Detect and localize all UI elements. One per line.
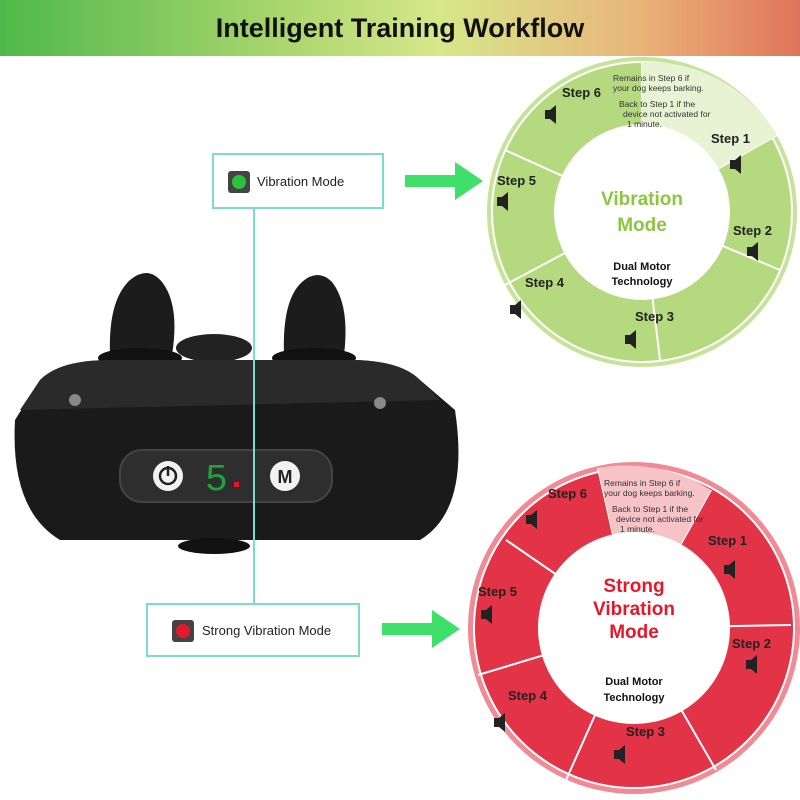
vibration-mode-indicator: Vibration Mode [212, 153, 384, 209]
svg-text:Step 2: Step 2 [732, 636, 771, 651]
svg-text:Back to Step 1 if the: Back to Step 1 if the [619, 99, 695, 109]
contact-prong-left [98, 272, 182, 368]
svg-text:your dog keeps barking.: your dog keeps barking. [604, 488, 695, 498]
svg-text:Technology: Technology [612, 276, 674, 288]
svg-text:Strong: Strong [603, 576, 664, 597]
step-2-label: Step 2 [733, 223, 772, 238]
svg-text:Dual Motor: Dual Motor [613, 261, 671, 273]
mode-button[interactable]: M [270, 461, 300, 491]
page-title: Intelligent Training Workflow [215, 13, 585, 43]
speaker-icon [497, 105, 758, 349]
svg-text:Step 1: Step 1 [708, 533, 747, 548]
svg-text:Technology: Technology [604, 692, 666, 704]
red-led-icon [172, 620, 194, 642]
step-5-label: Step 5 [497, 173, 536, 188]
power-button[interactable] [153, 461, 183, 491]
svg-text:M: M [278, 467, 293, 487]
svg-text:Mode: Mode [609, 622, 659, 643]
step-4-label: Step 4 [525, 275, 565, 290]
svg-text:your dog keeps barking.: your dog keeps barking. [613, 83, 704, 93]
svg-text:Step 6: Step 6 [548, 486, 587, 501]
mode-connector-line [253, 209, 255, 605]
step-1-label: Step 1 [711, 131, 750, 146]
step-6-label: Step 6 [562, 85, 601, 100]
header-banner [0, 0, 800, 56]
svg-text:1 minute.: 1 minute. [627, 119, 662, 129]
contact-prong-right [272, 275, 356, 368]
green-led-icon [228, 171, 250, 193]
svg-text:Step 3: Step 3 [626, 724, 665, 739]
digit-display: 5 [205, 459, 228, 502]
svg-text:Vibration: Vibration [593, 599, 675, 620]
strong-vibration-mode-indicator: Strong Vibration Mode [146, 603, 360, 657]
arrow-right-icon [405, 162, 483, 200]
svg-text:Back to Step 1 if the: Back to Step 1 if the [612, 504, 688, 514]
svg-text:Step 5: Step 5 [478, 584, 517, 599]
svg-text:Step 4: Step 4 [508, 688, 548, 703]
step-3-label: Step 3 [635, 309, 674, 324]
vibration-mode-wheel: Remains in Step 6 if your dog keeps bark… [487, 57, 797, 367]
wheel-center-title: Vibration [601, 189, 683, 210]
svg-text:Mode: Mode [617, 215, 667, 236]
bark-collar-device: 5 M [14, 272, 459, 554]
strong-vibration-mode-wheel: Remains in Step 6 if your dog keeps bark… [468, 462, 800, 794]
svg-text:Remains in Step 6 if: Remains in Step 6 if [604, 478, 681, 488]
svg-text:Remains in Step 6 if: Remains in Step 6 if [613, 73, 690, 83]
svg-text:1 minute.: 1 minute. [620, 524, 655, 534]
svg-text:device not activated for: device not activated for [623, 109, 711, 119]
svg-text:Dual Motor: Dual Motor [605, 676, 663, 688]
arrow-right-icon [382, 610, 460, 648]
svg-text:device not activated for: device not activated for [616, 514, 704, 524]
